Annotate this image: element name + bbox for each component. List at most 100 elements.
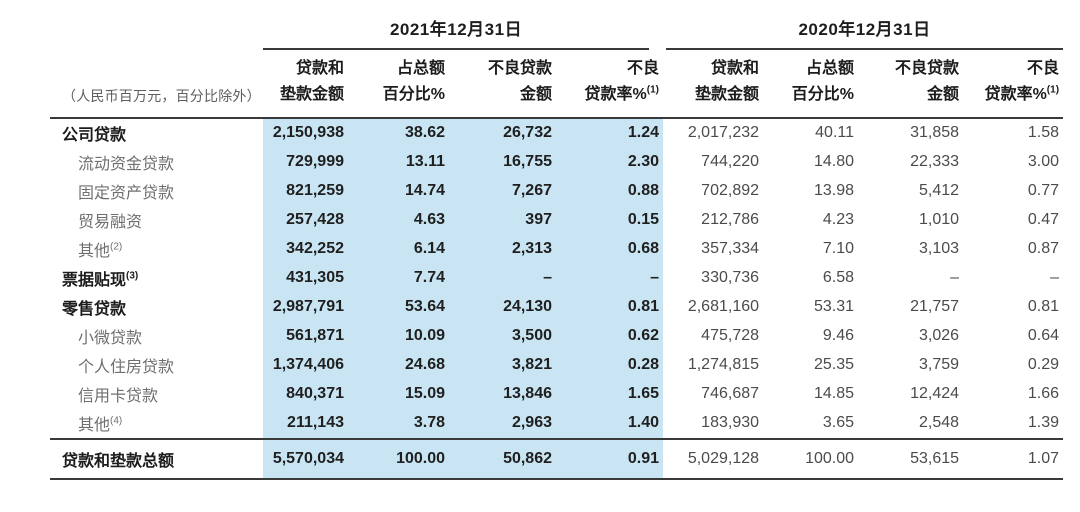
value-2020: 0.77 xyxy=(1027,182,1060,200)
value-2020: 0.64 xyxy=(1027,327,1060,345)
value-2020: 3,026 xyxy=(918,327,960,345)
column-header-2021-0: 贷款和 垫款金额 xyxy=(263,50,348,119)
value-2020: 14.80 xyxy=(813,153,855,171)
value-2021: 13.11 xyxy=(348,147,449,177)
value-2021: 257,428 xyxy=(263,205,348,235)
column-header-2020-1: 占总额 百分比% xyxy=(763,50,859,119)
value-2020: 357,334 xyxy=(701,240,760,258)
value-2021: 0.15 xyxy=(556,205,664,235)
footnote-marker: (1) xyxy=(646,84,660,96)
table-row: 流动资金贷款 729,999 13.11 16,755 2.30 744,220 14.80… xyxy=(50,147,1063,177)
value-2021: 0.81 xyxy=(556,292,664,322)
value-2020: 702,892 xyxy=(701,182,760,200)
column-header-2020-2: 不良贷款 金额 xyxy=(858,50,964,119)
row-label: 其他(2) xyxy=(78,241,123,261)
value-2020: 212,786 xyxy=(701,211,760,229)
value-2020: 3,103 xyxy=(918,240,960,258)
column-header-2021-1: 占总额 百分比% xyxy=(348,50,449,119)
value-2020: 14.85 xyxy=(813,385,855,403)
table-row: 零售贷款 2,987,791 53.64 24,130 0.81 2,681,160 53.… xyxy=(50,292,1063,322)
value-2021: 342,252 xyxy=(263,234,348,264)
value-2021: 211,143 xyxy=(263,408,348,439)
value-2020: 1.58 xyxy=(1027,124,1060,142)
row-label: 流动资金贷款 xyxy=(78,156,175,174)
value-2021: 0.91 xyxy=(556,437,664,480)
value-2021: 840,371 xyxy=(263,379,348,409)
value-2020: 53.31 xyxy=(813,298,855,316)
value-2020: 330,736 xyxy=(701,269,760,287)
value-2021: 24.68 xyxy=(348,350,449,380)
row-label: 票据贴现(3) xyxy=(62,270,139,290)
column-header-2020-3: 不良 贷款率%(1) xyxy=(963,50,1064,119)
value-2020: 0.87 xyxy=(1027,240,1060,258)
row-label: 贷款和垫款总额 xyxy=(50,437,263,480)
value-2020: 3,759 xyxy=(918,356,960,374)
units-note: （人民币百万元，百分比除外） xyxy=(50,50,263,119)
footnote-marker: (2) xyxy=(110,241,123,253)
value-2020: 3.00 xyxy=(1027,153,1060,171)
value-2021: 4.63 xyxy=(348,205,449,235)
value-2020: 183,930 xyxy=(701,414,760,432)
value-2020: 1.66 xyxy=(1027,385,1060,403)
column-header-2021-2: 不良贷款 金额 xyxy=(449,50,556,119)
row-label: 个人住房贷款 xyxy=(78,359,175,377)
value-2021: 10.09 xyxy=(348,321,449,351)
table-row: 公司贷款 2,150,938 38.62 26,732 1.24 2,017,232 40.… xyxy=(50,117,1063,148)
value-2021: 15.09 xyxy=(348,379,449,409)
row-label: 零售贷款 xyxy=(62,301,127,319)
table-row: 贸易融资 257,428 4.63 397 0.15 212,786 4.23 1,010 0.… xyxy=(50,205,1063,235)
row-label: 小微贷款 xyxy=(78,330,143,348)
value-2021: 0.88 xyxy=(556,176,664,206)
value-2020: 6.58 xyxy=(822,269,855,287)
value-2020: 744,220 xyxy=(701,153,760,171)
value-2021: 2,963 xyxy=(449,408,556,439)
value-2020: 1,010 xyxy=(918,211,960,229)
column-header-row: （人民币百万元，百分比除外） 贷款和 垫款金额 占总额 百分比% 不良贷款 金额 不良 贷款率… xyxy=(50,50,1064,119)
value-2020: 1,274,815 xyxy=(687,356,760,374)
table-row: 票据贴现(3) 431,305 7.74– –330,736 6.58– – xyxy=(50,263,1063,293)
table-row: 固定资产贷款 821,259 14.74 7,267 0.88 702,892 13.98 5… xyxy=(50,176,1063,206)
value-2021: – xyxy=(449,263,556,293)
value-2020: 22,333 xyxy=(910,153,960,171)
footnote-marker: (3) xyxy=(126,270,139,282)
value-2021: 0.62 xyxy=(556,321,664,351)
value-2021: 6.14 xyxy=(348,234,449,264)
value-2021: 1.65 xyxy=(556,379,664,409)
value-2021: 1.24 xyxy=(556,117,664,148)
value-2020: 7.10 xyxy=(822,240,855,258)
value-2021: 3,821 xyxy=(449,350,556,380)
value-2021: 821,259 xyxy=(263,176,348,206)
period-header-2021: 2021年12月31日 xyxy=(263,6,663,50)
footnote-marker: (1) xyxy=(1046,84,1060,96)
value-2020: 475,728 xyxy=(701,327,760,345)
value-2021: 24,130 xyxy=(449,292,556,322)
value-2020: 1.07 xyxy=(963,437,1064,480)
value-2021: 3,500 xyxy=(449,321,556,351)
value-2021: 13,846 xyxy=(449,379,556,409)
value-2020: 746,687 xyxy=(701,385,760,403)
value-2020: – xyxy=(950,269,960,287)
value-2020: 4.23 xyxy=(822,211,855,229)
value-2021: 0.68 xyxy=(556,234,664,264)
value-2021: 431,305 xyxy=(263,263,348,293)
table-row: 个人住房贷款 1,374,406 24.68 3,821 0.28 1,274,815 25… xyxy=(50,350,1063,380)
value-2021: 1,374,406 xyxy=(263,350,348,380)
value-2021: 0.28 xyxy=(556,350,664,380)
period-label-2021: 2021年12月31日 xyxy=(263,6,650,50)
value-2020: 12,424 xyxy=(910,385,960,403)
value-2021: 16,755 xyxy=(449,147,556,177)
table-row: 信用卡贷款 840,371 15.09 13,846 1.65 746,687 14.85 1… xyxy=(50,379,1063,409)
value-2020: 40.11 xyxy=(815,124,855,142)
value-2020: 2,548 xyxy=(918,414,960,432)
period-label-2020: 2020年12月31日 xyxy=(666,6,1064,50)
footnote-marker: (4) xyxy=(110,415,123,427)
value-2021: 50,862 xyxy=(449,437,556,480)
value-2020: 5,412 xyxy=(918,182,960,200)
loans-breakdown-table: 2021年12月31日 2020年12月31日 （人民币百万元，百分比除外） 贷… xyxy=(50,6,1064,480)
value-2021: 53.64 xyxy=(348,292,449,322)
table-row: 小微贷款 561,871 10.09 3,500 0.62 475,728 9.46 3,02… xyxy=(50,321,1063,351)
row-label: 贸易融资 xyxy=(78,214,143,232)
value-2020: 31,858 xyxy=(910,124,960,142)
period-header-2020: 2020年12月31日 xyxy=(663,6,1064,50)
value-2021: 2,150,938 xyxy=(263,117,348,148)
